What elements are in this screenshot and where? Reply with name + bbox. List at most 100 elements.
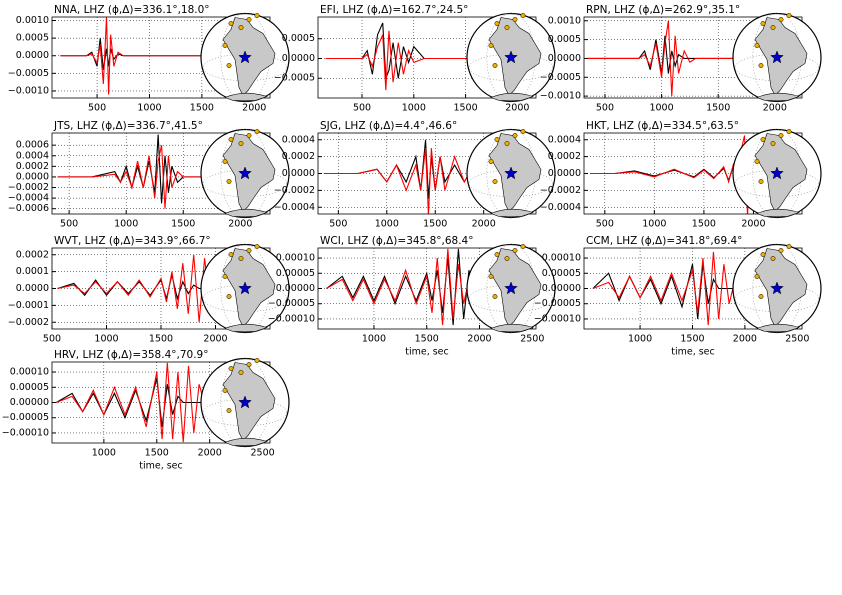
x-tick-label: 2000: [228, 219, 252, 230]
panel-title: WVT, LHZ (ϕ,Δ)=343.9°,66.7°: [54, 235, 211, 247]
y-tick-label: −0.00005: [534, 298, 581, 309]
x-tick-label: 2000: [203, 334, 227, 345]
station-dot: [770, 141, 776, 146]
x-tick-label: 2000: [472, 219, 496, 230]
y-tick-label: 0.0000: [282, 168, 315, 179]
x-tick-label: 500: [596, 219, 614, 230]
x-tick-label: 500: [329, 219, 347, 230]
y-tick-label: 0.00000: [276, 283, 315, 294]
station-dot: [246, 248, 252, 253]
y-tick-label: 0.0000: [548, 53, 581, 64]
globe: [732, 243, 822, 334]
source-star: [770, 50, 784, 64]
waveform: [323, 148, 485, 214]
station-dot: [222, 159, 228, 164]
panel-title: HKT, LHZ (ϕ,Δ)=334.5°,63.5°: [586, 120, 739, 132]
continent: [490, 208, 534, 217]
y-tick-label: 0.0002: [548, 151, 581, 162]
panel: HKT, LHZ (ϕ,Δ)=334.5°,63.5° 500 1000 1500 20…: [540, 120, 822, 230]
x-tick-label: 500: [60, 219, 78, 230]
globe: [200, 12, 290, 103]
y-tick-label: −0.0010: [540, 91, 581, 102]
station-dot: [254, 13, 260, 18]
y-tick-label: 0.0000: [16, 171, 49, 182]
y-tick-label: 0.0010: [16, 15, 49, 26]
y-tick-label: −0.00010: [268, 313, 315, 324]
station-dot: [238, 141, 244, 146]
station-dot: [786, 244, 792, 249]
station-dot: [246, 133, 252, 138]
station-dot: [494, 21, 500, 26]
x-tick-label: 1000: [402, 103, 426, 114]
station-dot: [246, 362, 252, 367]
panel: SJG, LHZ (ϕ,Δ)=4.4°,46.6° 500 1000 1500 2000…: [274, 120, 556, 230]
station-dot: [228, 137, 234, 142]
panel-title: JTS, LHZ (ϕ,Δ)=336.7°,41.5°: [53, 120, 203, 132]
panel: WVT, LHZ (ϕ,Δ)=343.9°,66.7° 500 1000 1500 20…: [8, 235, 290, 345]
station-dot: [222, 43, 228, 48]
waveform: [592, 251, 745, 326]
y-tick-label: 0.00010: [276, 253, 315, 264]
station-dot: [786, 13, 792, 18]
y-tick-label: 0.0004: [16, 150, 49, 161]
continent: [756, 208, 800, 217]
station-dot: [760, 21, 766, 26]
x-tick-label: 2000: [242, 103, 266, 114]
y-tick-label: −0.00010: [2, 427, 49, 438]
station-dot: [488, 159, 494, 164]
y-tick-label: −0.0005: [274, 73, 315, 84]
x-tick-label: 2000: [741, 219, 765, 230]
station-dot: [512, 17, 518, 22]
continent: [224, 208, 268, 217]
x-tick-label: 2000: [467, 334, 491, 345]
panel: JTS, LHZ (ϕ,Δ)=336.7°,41.5° 500 1000 1500 20…: [8, 120, 290, 230]
panel: CCM, LHZ (ϕ,Δ)=341.8°,69.4° 1000 1500 2000 2…: [534, 235, 822, 358]
y-tick-label: 0.00005: [542, 268, 581, 279]
y-tick-label: −0.0002: [8, 182, 49, 193]
y-tick-label: 0.00000: [10, 397, 49, 408]
x-axis-label: time, sec: [405, 347, 449, 358]
panel-title: SJG, LHZ (ϕ,Δ)=4.4°,46.6°: [320, 120, 457, 132]
x-axis-label: time, sec: [671, 347, 715, 358]
station-dot: [758, 294, 764, 299]
source-star: [238, 50, 252, 64]
waveform: [325, 30, 497, 91]
y-tick-label: 0.00010: [10, 367, 49, 378]
source-star: [238, 281, 252, 295]
y-tick-label: −0.0004: [540, 202, 581, 213]
y-tick-label: 0.0000: [16, 283, 49, 294]
globe: [466, 243, 556, 334]
x-tick-label: 1500: [680, 334, 704, 345]
waveform: [57, 254, 217, 323]
x-tick-label: 1500: [190, 103, 214, 114]
globe: [200, 128, 290, 219]
continent: [224, 437, 268, 446]
x-tick-label: 1000: [362, 334, 386, 345]
continent: [756, 323, 800, 332]
station-dot: [254, 129, 260, 134]
x-tick-label: 2000: [505, 103, 529, 114]
station-dot: [778, 17, 784, 22]
station-dot: [222, 388, 228, 393]
panel-title: WCI, LHZ (ϕ,Δ)=345.8°,68.4°: [320, 235, 473, 247]
station-dot: [770, 25, 776, 30]
x-tick-label: 1500: [145, 448, 169, 459]
station-dot: [770, 256, 776, 261]
continent: [224, 92, 268, 101]
station-dot: [222, 274, 228, 279]
y-tick-label: 0.0000: [548, 168, 581, 179]
panel: HRV, LHZ (ϕ,Δ)=358.4°,70.9° 1000 1500 2000 2…: [2, 349, 290, 472]
y-tick-label: −0.0004: [8, 193, 49, 204]
y-tick-label: −0.0001: [8, 300, 49, 311]
x-tick-label: 2000: [198, 448, 222, 459]
x-tick-label: 500: [88, 103, 106, 114]
y-tick-label: −0.00010: [534, 313, 581, 324]
panel-title: EFI, LHZ (ϕ,Δ)=162.7°,24.5°: [320, 4, 468, 16]
globe: [200, 243, 290, 334]
station-dot: [520, 13, 526, 18]
globe: [466, 12, 556, 103]
station-dot: [504, 141, 510, 146]
y-tick-label: −0.0005: [8, 68, 49, 79]
y-tick-label: 0.0010: [548, 15, 581, 26]
